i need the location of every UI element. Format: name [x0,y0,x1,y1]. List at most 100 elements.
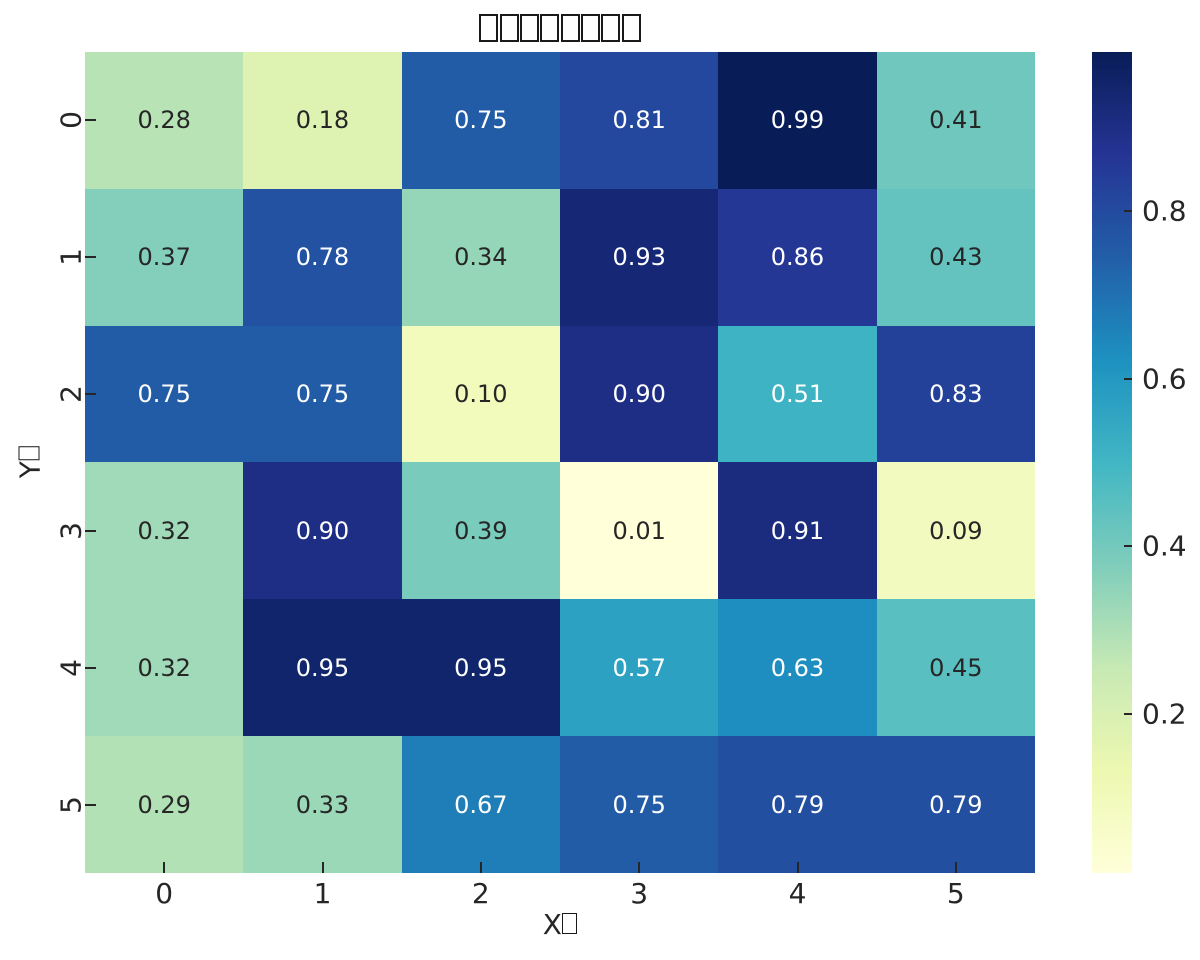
cell-value: 0.43 [929,243,983,272]
cell-value: 0.67 [454,790,508,819]
cell-value: 0.39 [454,516,508,545]
y-tick-label: 3 [54,521,88,540]
missing-glyph-box [562,912,577,934]
cell-value: 0.10 [454,380,508,409]
heatmap-cell: 0.51 [718,325,877,463]
cell-value: 0.75 [295,380,350,409]
heatmap-cell: 0.41 [876,52,1035,189]
heatmap-cell: 0.79 [718,736,877,873]
heatmap-cell: 0.81 [559,52,719,189]
heatmap-cell: 0.90 [243,462,402,600]
heatmap-cell: 0.37 [85,188,244,326]
cell-value: 0.01 [612,516,666,545]
heatmap-cell: 0.90 [559,325,719,463]
x-tick-label: 0 [155,877,174,910]
cell-value: 0.34 [454,243,508,272]
heatmap-cell: 0.75 [401,52,560,189]
cell-value: 0.90 [295,516,350,545]
heatmap-cell: 0.09 [876,462,1035,600]
y-tick-mark [85,256,96,259]
heatmap-cell: 0.57 [559,599,719,737]
cell-value: 0.95 [295,653,350,682]
cell-value: 0.32 [137,653,191,682]
colorbar-tick-label: 0.4 [1142,529,1187,563]
colorbar-tick-label: 0.8 [1142,194,1187,228]
y-tick-mark [85,119,96,122]
cell-value: 0.95 [454,653,508,682]
missing-glyph-box [601,13,621,42]
heatmap-cell: 0.78 [243,188,402,326]
x-tick-label: 5 [946,877,965,910]
heatmap-cell: 0.95 [243,599,402,737]
heatmap-grid: 0.28 0.18 0.75 0.81 0.99 0.41 0.37 0.78 0.34 0.93… [85,52,1035,873]
heatmap-cell: 0.32 [85,462,244,600]
cell-value: 0.57 [612,653,666,682]
heatmap-cell: 0.67 [401,736,560,873]
cell-value: 0.90 [612,380,666,409]
cell-value: 0.91 [770,516,825,545]
cell-value: 0.09 [929,516,983,545]
x-axis-label: X [85,908,1035,941]
heatmap-cell: 0.10 [401,325,560,463]
x-tick-label: 3 [630,877,649,910]
missing-glyph-box [499,13,519,42]
heatmap-cell: 0.75 [243,325,402,463]
cell-value: 0.51 [770,380,825,409]
y-tick-label: 2 [54,385,88,403]
y-axis-label: Y [14,446,47,478]
heatmap-cell: 0.83 [876,325,1035,463]
cell-value: 0.86 [770,243,825,272]
cell-value: 0.41 [929,106,983,135]
cell-value: 0.33 [295,790,350,819]
x-tick-mark [321,862,324,873]
colorbar-tick-mark [1124,712,1132,715]
colorbar-gradient [1092,52,1132,873]
heatmap-cell: 0.79 [876,736,1035,873]
cell-value: 0.75 [137,380,191,409]
cell-value: 0.81 [612,106,666,135]
cell-value: 0.75 [454,106,508,135]
x-tick-label: 2 [471,877,490,910]
missing-glyph-box [18,446,40,461]
x-tick-mark [638,862,641,873]
cell-value: 0.28 [137,106,191,135]
heatmap-cell: 0.91 [718,462,877,600]
heatmap-cell: 0.75 [559,736,719,873]
x-tick-mark [796,862,799,873]
missing-glyph-box [540,13,560,42]
heatmap-cell: 0.43 [876,188,1035,326]
chart-title [85,10,1035,50]
heatmap-cell: 0.95 [401,599,560,737]
x-tick-label: 1 [313,877,332,910]
heatmap-cell: 0.86 [718,188,877,326]
y-tick-label: 1 [54,248,88,267]
colorbar-tick-mark [1124,210,1132,213]
x-tick-mark [954,862,957,873]
cell-value: 0.18 [295,106,350,135]
y-tick-label: 0 [54,111,88,130]
cell-value: 0.93 [612,243,666,272]
heatmap-cell: 0.29 [85,736,244,873]
x-tick-mark [479,862,482,873]
y-tick-mark [85,803,96,806]
colorbar [1092,52,1132,873]
y-tick-mark [85,393,96,396]
heatmap-cell: 0.39 [401,462,560,600]
x-tick-label: 4 [788,877,807,910]
cell-value: 0.99 [770,106,825,135]
y-tick-label: 5 [54,795,88,814]
missing-glyph-box [479,13,499,42]
y-tick-mark [85,529,96,532]
cell-value: 0.75 [612,790,666,819]
x-tick-mark [163,862,166,873]
heatmap-cell: 0.01 [559,462,719,600]
y-tick-mark [85,666,96,669]
cell-value: 0.37 [137,243,191,272]
heatmap-cell: 0.32 [85,599,244,737]
heatmap-cell: 0.18 [243,52,402,189]
heatmap-cell: 0.75 [85,325,244,463]
missing-glyph-box [621,13,641,42]
cell-value: 0.32 [137,516,191,545]
cell-value: 0.79 [770,790,825,819]
